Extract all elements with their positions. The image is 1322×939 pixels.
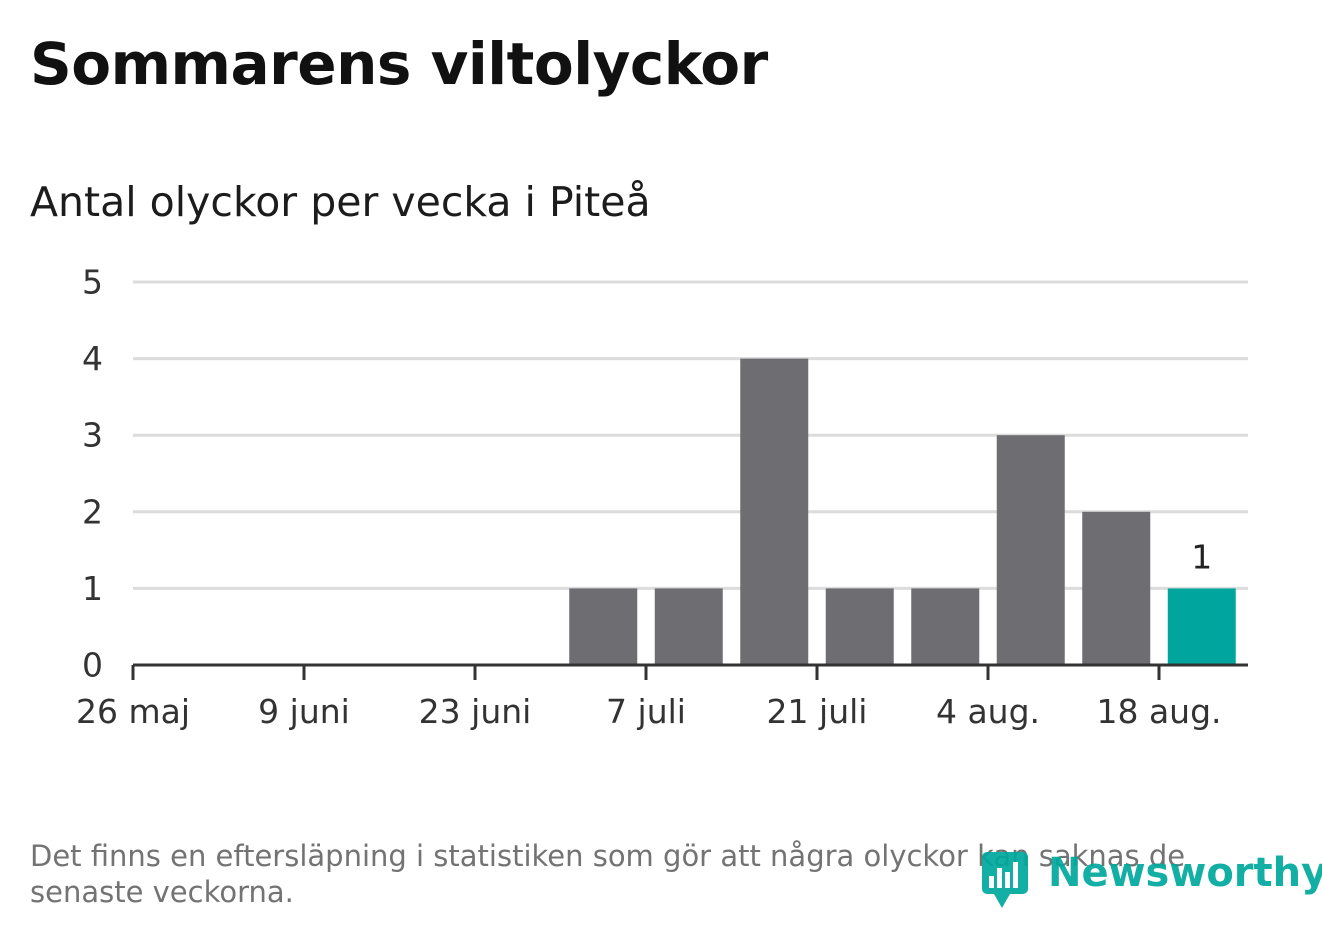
newsworthy-logo-icon: [982, 852, 1028, 908]
bar: [569, 588, 638, 665]
bar: [654, 588, 723, 665]
y-tick-label: 2: [82, 492, 103, 531]
y-tick-label: 5: [82, 263, 103, 302]
x-tick-label: 23 juni: [419, 692, 532, 731]
x-tick-label: 18 aug.: [1096, 692, 1221, 731]
x-tick-label: 21 juli: [767, 692, 868, 731]
y-tick-label: 0: [82, 646, 103, 685]
x-tick-label: 9 juni: [258, 692, 350, 731]
bar: [825, 588, 894, 665]
chart-title: Sommarens viltolyckor: [30, 30, 768, 98]
newsworthy-logo: Newsworthy: [980, 850, 1322, 912]
y-tick-label: 4: [82, 339, 103, 378]
bar: [996, 435, 1065, 665]
chart-subtitle: Antal olyckor per vecka i Piteå: [30, 178, 651, 226]
y-tick-label: 3: [82, 416, 103, 455]
bar: [911, 588, 980, 665]
bar: [1082, 511, 1151, 665]
x-tick-label: 4 aug.: [936, 692, 1040, 731]
x-tick-label: 7 juli: [606, 692, 686, 731]
bar: [740, 358, 809, 665]
data-label: 1: [1191, 537, 1212, 576]
newsworthy-logo-text: Newsworthy: [1048, 850, 1322, 896]
x-tick-label: 26 maj: [76, 692, 190, 731]
bar: [1167, 588, 1236, 665]
y-tick-label: 1: [82, 569, 103, 608]
